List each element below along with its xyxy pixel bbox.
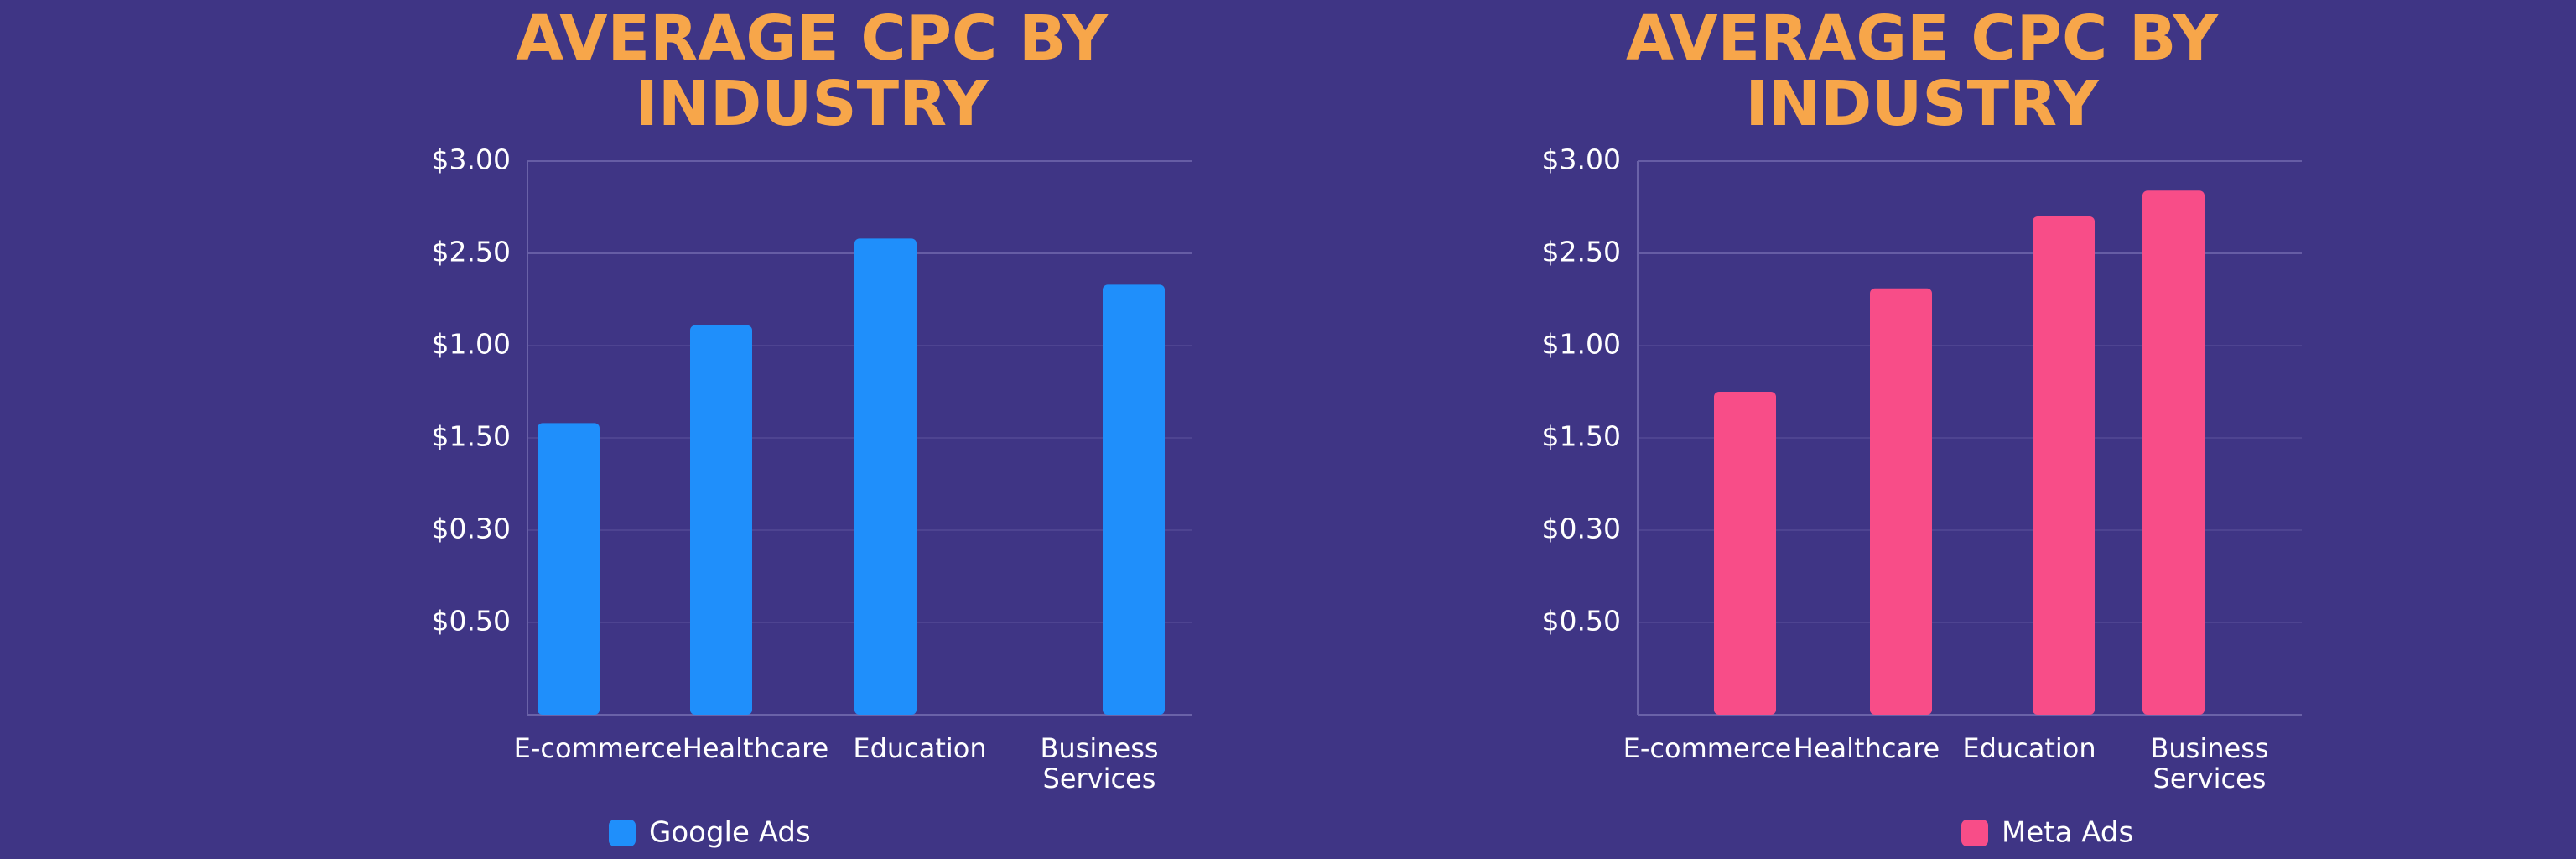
x-tick-label: E-commerce	[513, 732, 683, 764]
bar	[2033, 216, 2095, 715]
legend-swatch	[609, 820, 636, 846]
bar	[1714, 392, 1776, 715]
x-tick-label: Education	[1962, 732, 2096, 764]
y-tick-label: $2.50	[1542, 236, 1621, 268]
x-tick-label: Business Services	[2150, 732, 2269, 794]
bar	[1870, 288, 1932, 715]
x-tick-label: Education	[853, 732, 987, 764]
y-tick-label: $2.50	[432, 236, 511, 268]
legend-label: Google Ads	[649, 816, 811, 850]
y-tick-label: $3.00	[432, 143, 511, 176]
x-tick-label: Business Services	[1040, 732, 1159, 794]
y-tick-label: $3.00	[1542, 143, 1621, 176]
y-tick-label: $1.50	[1542, 420, 1621, 453]
chart-title: AVERAGE CPC BY INDUSTRY	[516, 3, 1109, 140]
x-tick-label: E-commerce	[1623, 732, 1792, 764]
y-tick-label: $0.30	[1542, 513, 1621, 545]
y-tick-label: $0.30	[432, 513, 511, 545]
y-tick-label: $1.00	[1542, 328, 1621, 361]
legend-swatch	[1961, 820, 1988, 846]
bar	[538, 423, 600, 715]
bar	[2142, 190, 2205, 715]
bar	[854, 238, 917, 715]
legend-label: Meta Ads	[2002, 816, 2133, 850]
y-tick-label: $1.50	[432, 420, 511, 453]
y-tick-label: $0.50	[1542, 605, 1621, 638]
bar	[690, 325, 752, 715]
x-tick-label: Healthcare	[1793, 732, 1940, 764]
y-tick-label: $0.50	[432, 605, 511, 638]
x-tick-label: Healthcare	[682, 732, 829, 764]
y-tick-label: $1.00	[432, 328, 511, 361]
chart-title: AVERAGE CPC BY INDUSTRY	[1626, 3, 2219, 140]
bar	[1103, 284, 1165, 715]
